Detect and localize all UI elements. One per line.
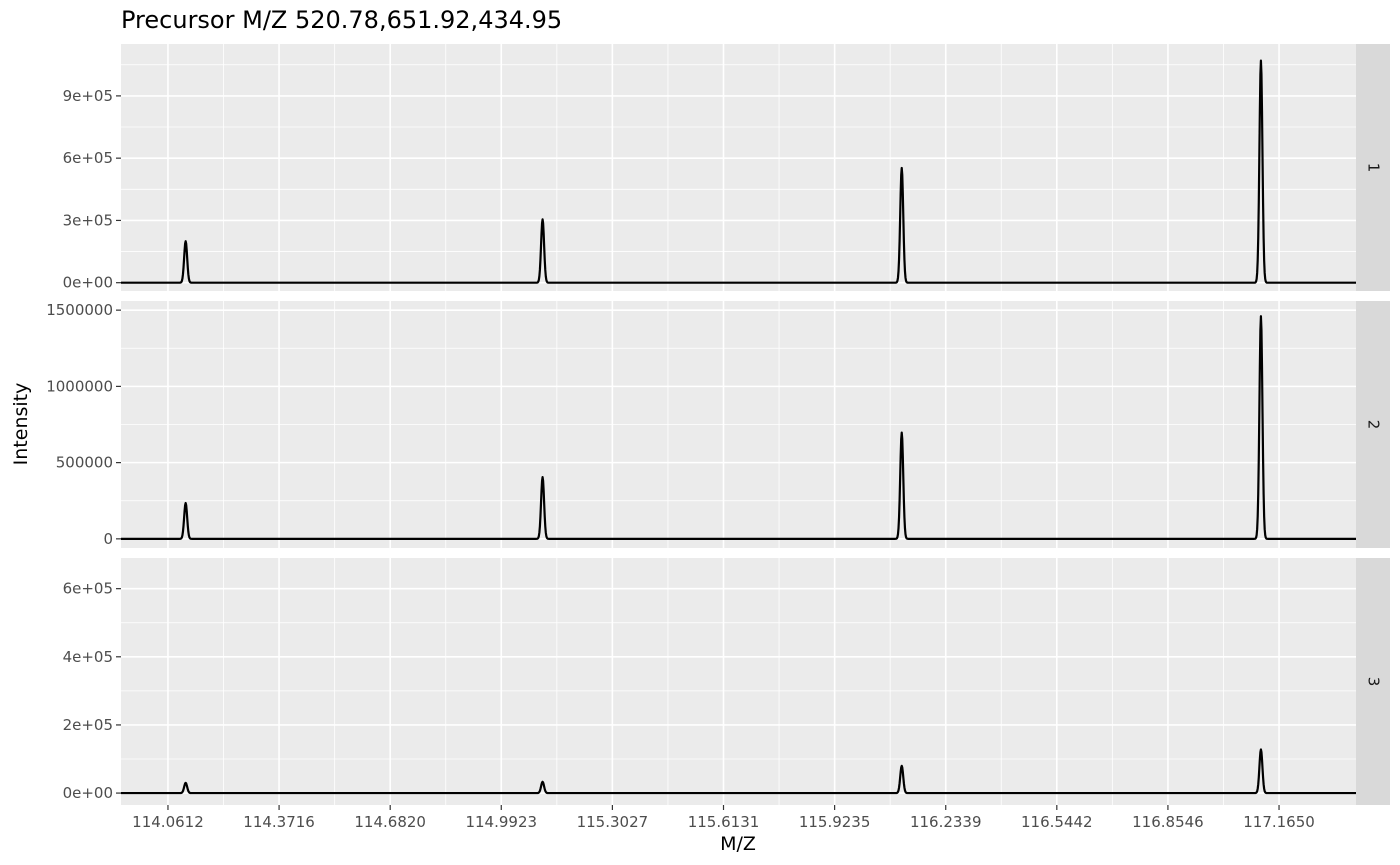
x-tick-label: 116.2339 — [910, 813, 982, 831]
x-axis: 114.0612 114.3716 114.6820 114.9923 115.3027… — [132, 805, 1315, 831]
y-tick-label: 0e+00 — [63, 784, 113, 802]
facet-panel-3: 0e+00 2e+05 4e+05 6e+05 3 — [63, 558, 1390, 805]
y-tick-label: 500000 — [56, 454, 113, 472]
spectrum-line — [121, 59, 1356, 284]
y-tick-label: 4e+05 — [63, 648, 113, 666]
y-tick-label: 0e+00 — [63, 274, 113, 292]
chart-title: Precursor M/Z 520.78,651.92,434.95 — [121, 6, 562, 34]
spectrum-line — [121, 315, 1356, 540]
facet-strip — [1356, 44, 1390, 291]
facet-strip — [1356, 301, 1390, 548]
facet-strip — [1356, 558, 1390, 805]
panel-background — [121, 558, 1356, 805]
facet-panel-1: 0e+00 3e+05 6e+05 9e+05 1 — [63, 44, 1390, 292]
facet-strip-label: 2 — [1365, 420, 1383, 430]
x-tick-label: 115.9235 — [799, 813, 871, 831]
spectrum-line — [121, 748, 1356, 795]
facet-strip-label: 3 — [1365, 677, 1383, 687]
y-axis-title: Intensity — [10, 383, 32, 466]
panel-background — [121, 44, 1356, 291]
facet-panels: 0e+00 3e+05 6e+05 9e+05 1 0 500000 1000000 15000… — [46, 44, 1390, 805]
x-tick-label: 115.3027 — [577, 813, 649, 831]
y-tick-label: 3e+05 — [63, 211, 113, 229]
y-tick-label: 1500000 — [46, 301, 113, 319]
x-tick-label: 115.6131 — [688, 813, 760, 831]
x-tick-label: 114.9923 — [465, 813, 537, 831]
x-tick-label: 116.8546 — [1132, 813, 1204, 831]
facet-strip-label: 1 — [1365, 163, 1383, 173]
y-tick-label: 6e+05 — [63, 149, 113, 167]
x-tick-label: 114.0612 — [132, 813, 204, 831]
x-tick-label: 116.5442 — [1021, 813, 1093, 831]
y-tick-label: 6e+05 — [63, 580, 113, 598]
y-tick-label: 9e+05 — [63, 87, 113, 105]
x-axis-title: M/Z — [720, 833, 756, 855]
facet-panel-2: 0 500000 1000000 1500000 2 — [46, 301, 1390, 548]
y-tick-label: 0 — [103, 530, 113, 548]
y-tick-label: 2e+05 — [63, 716, 113, 734]
x-tick-label: 117.1650 — [1243, 813, 1315, 831]
x-tick-label: 114.6820 — [354, 813, 426, 831]
x-tick-label: 114.3716 — [243, 813, 315, 831]
y-tick-label: 1000000 — [46, 377, 113, 395]
